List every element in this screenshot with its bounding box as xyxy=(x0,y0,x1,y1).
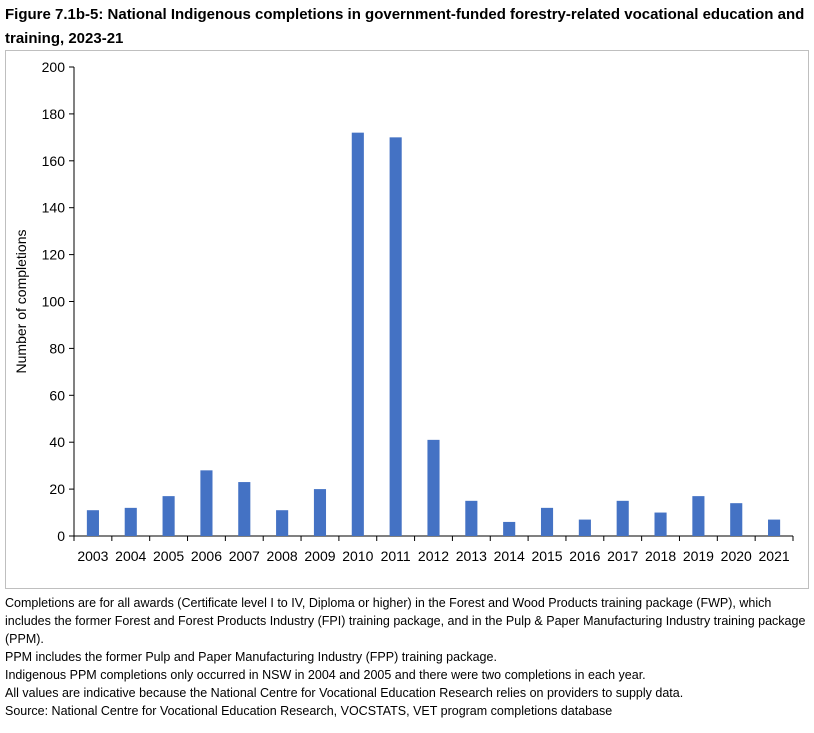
x-tick-label: 2019 xyxy=(683,548,714,564)
bar-2007 xyxy=(238,482,251,536)
bar-2008 xyxy=(276,510,289,536)
y-tick-label: 160 xyxy=(42,153,66,169)
x-tick-label: 2014 xyxy=(494,548,525,564)
chart-notes: Completions are for all awards (Certific… xyxy=(5,594,811,720)
note-awards: Completions are for all awards (Certific… xyxy=(5,596,806,646)
note-nsw: Indigenous PPM completions only occurred… xyxy=(5,668,646,682)
y-tick-label: 80 xyxy=(49,340,65,356)
x-tick-label: 2009 xyxy=(304,548,335,564)
x-tick-label: 2006 xyxy=(191,548,222,564)
y-tick-label: 140 xyxy=(42,200,66,216)
x-tick-label: 2011 xyxy=(381,548,411,564)
y-tick-label: 100 xyxy=(42,294,66,310)
chart-title: Figure 7.1b-5: National Indigenous compl… xyxy=(5,6,805,47)
bar-2018 xyxy=(654,512,667,536)
source-note: Source: National Centre for Vocational E… xyxy=(5,704,613,718)
note-indicative: All values are indicative because the Na… xyxy=(5,686,684,700)
bar-2014 xyxy=(503,521,516,536)
bar-2006 xyxy=(200,470,213,536)
x-tick-label: 2018 xyxy=(645,548,676,564)
chart-area xyxy=(5,50,809,589)
bar-2017 xyxy=(616,500,629,536)
bar-2020 xyxy=(730,503,743,536)
x-tick-label: 2020 xyxy=(721,548,752,564)
x-tick-label: 2012 xyxy=(418,548,449,564)
y-tick-label: 20 xyxy=(49,481,65,497)
note-ppm: PPM includes the former Pulp and Paper M… xyxy=(5,650,497,664)
bar-chart: 0 20 40 60 80 100 120 140 160 180 200 2003 2004 2005 2… xyxy=(13,59,794,564)
bar-2012 xyxy=(427,439,440,536)
bar-2003 xyxy=(86,510,99,536)
bar-2019 xyxy=(692,496,705,536)
bar-2016 xyxy=(578,519,591,536)
x-tick-label: 2013 xyxy=(456,548,487,564)
bar-2011 xyxy=(389,137,402,536)
x-tick-label: 2007 xyxy=(229,548,260,564)
bar-2010 xyxy=(351,132,364,536)
bar-2015 xyxy=(540,507,554,536)
x-tick-label: 2017 xyxy=(607,548,638,564)
x-tick-label: 2008 xyxy=(267,548,298,564)
y-tick-label: 200 xyxy=(42,59,66,75)
bar-2005 xyxy=(162,496,175,536)
y-tick-label: 0 xyxy=(57,528,65,544)
bar-2013 xyxy=(465,500,478,536)
x-tick-label: 2005 xyxy=(153,548,184,564)
bar-2021 xyxy=(768,519,781,536)
x-tick-label: 2015 xyxy=(531,548,562,564)
bar-2009 xyxy=(313,489,327,536)
y-tick-label: 120 xyxy=(42,247,66,263)
y-tick-label: 60 xyxy=(49,387,65,403)
y-tick-label: 40 xyxy=(49,434,65,450)
x-tick-label: 2010 xyxy=(342,548,373,564)
x-tick-label: 2003 xyxy=(77,548,108,564)
x-tick-label: 2016 xyxy=(569,548,600,564)
x-tick-label: 2004 xyxy=(115,548,146,564)
y-axis-title: Number of completions xyxy=(13,230,29,374)
bar-2004 xyxy=(124,507,137,536)
y-tick-label: 180 xyxy=(42,106,66,122)
x-tick-label: 2021 xyxy=(759,548,790,564)
